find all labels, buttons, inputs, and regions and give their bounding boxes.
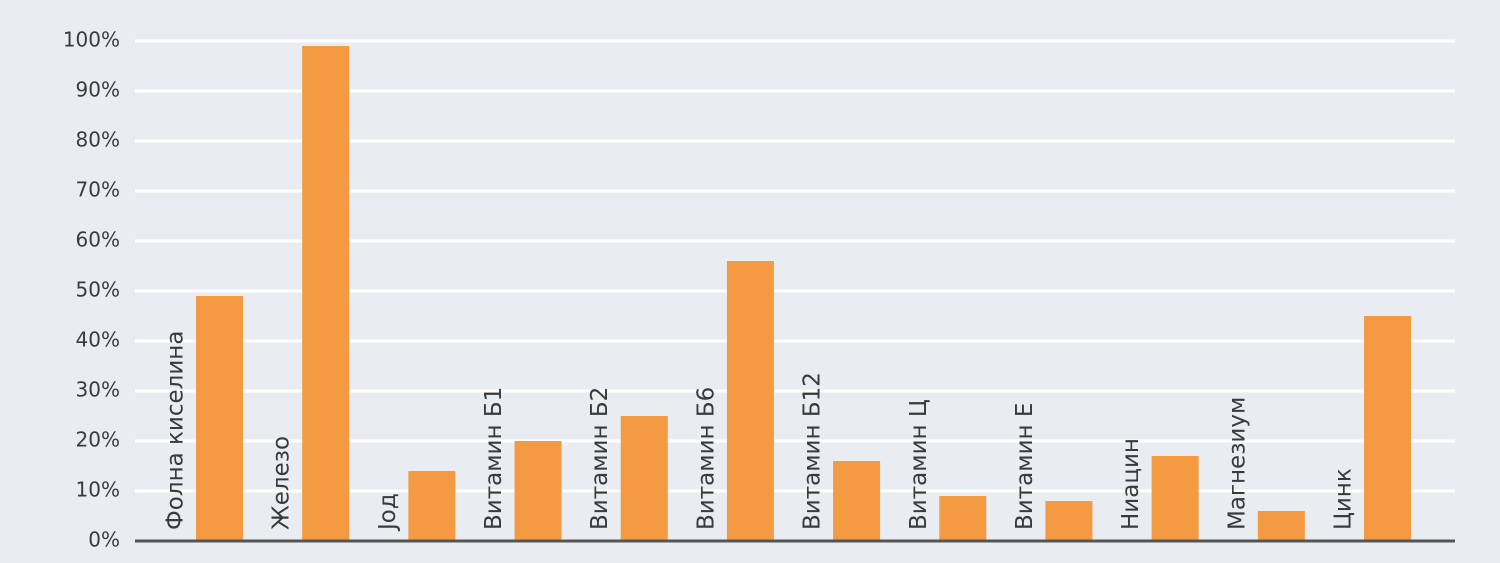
y-tick-label: 30% xyxy=(76,378,120,402)
bar xyxy=(1257,511,1305,541)
bar xyxy=(196,296,243,541)
y-tick-label: 100% xyxy=(63,28,120,52)
x-tick-label: Витамин Б6 xyxy=(693,387,719,530)
x-tick-label: Витамин Б1 xyxy=(481,387,507,530)
x-tick-label: Јод xyxy=(375,493,401,532)
y-tick-label: 50% xyxy=(76,278,120,302)
bar xyxy=(302,46,350,541)
x-tick-label: Витамин Б2 xyxy=(587,387,613,530)
y-tick-label: 90% xyxy=(76,78,120,102)
y-tick-label: 0% xyxy=(88,528,120,552)
bar xyxy=(1364,316,1411,541)
x-tick-label: Витамин Б12 xyxy=(800,372,826,530)
bar xyxy=(726,261,774,541)
y-tick-label: 80% xyxy=(76,128,120,152)
y-tick-label: 70% xyxy=(76,178,120,202)
x-tick-label: Фолна киселина xyxy=(163,331,189,530)
y-tick-label: 20% xyxy=(76,428,120,452)
x-tick-label: Магнезиум xyxy=(1224,397,1250,530)
x-tick-label: Витамин Ц xyxy=(906,399,932,530)
bar xyxy=(1151,456,1199,541)
x-tick-label: Витамин Е xyxy=(1012,403,1038,530)
bar xyxy=(620,416,668,541)
bar xyxy=(939,496,987,541)
bar xyxy=(1045,501,1093,541)
y-tick-label: 10% xyxy=(76,478,120,502)
x-tick-label: Ниацин xyxy=(1118,438,1144,530)
bar xyxy=(514,441,562,541)
x-tick-label: Железо xyxy=(269,436,295,530)
y-tick-label: 40% xyxy=(76,328,120,352)
x-tick-label: Цинк xyxy=(1331,468,1357,530)
bar xyxy=(408,471,456,541)
bar xyxy=(833,461,881,541)
y-tick-label: 60% xyxy=(76,228,120,252)
